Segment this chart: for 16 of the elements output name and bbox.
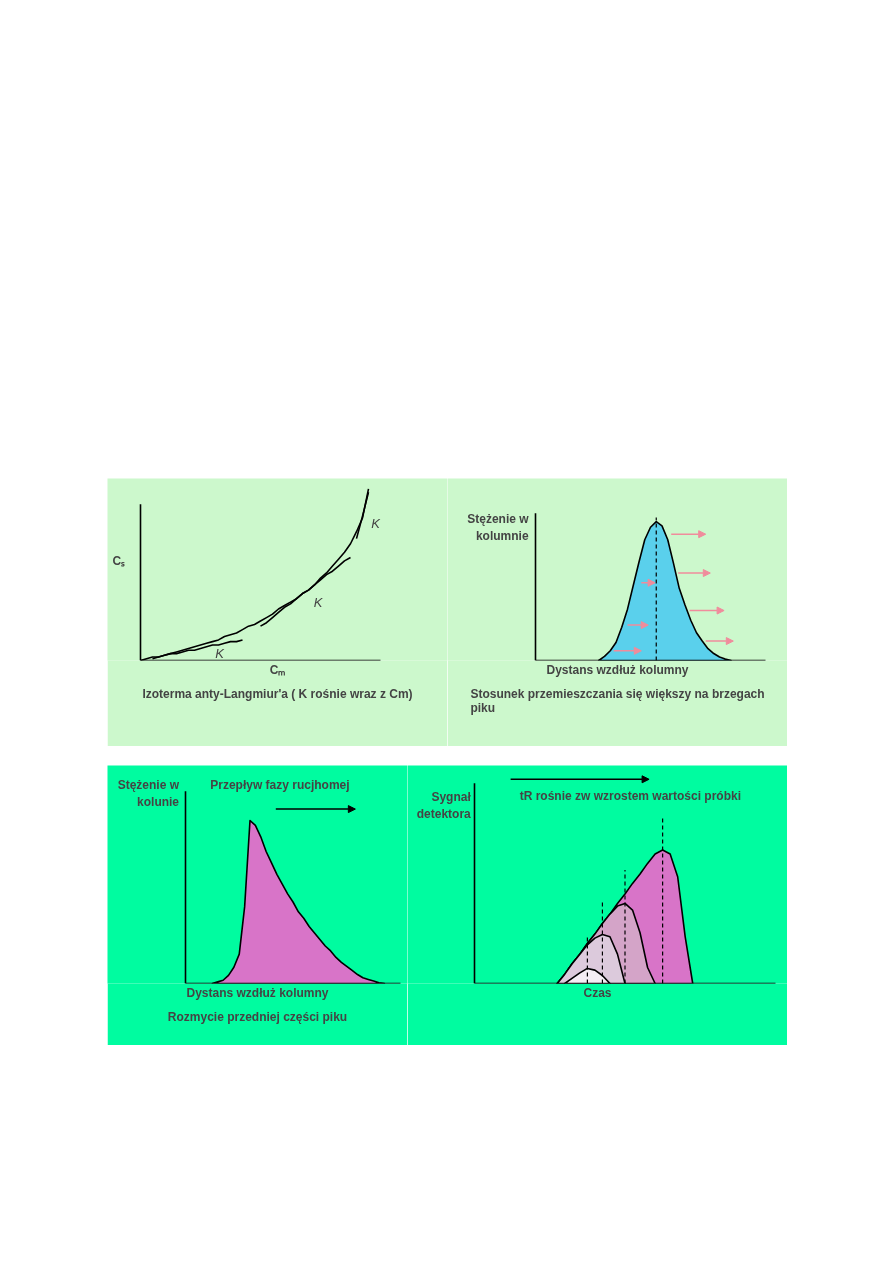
x-axis-title: Cₘ [269,662,286,677]
y-axis-title: Stężenie w kolunie [117,778,180,809]
annotation: K [215,646,226,662]
x-axis-title: Czas [583,985,612,1000]
y-axis-title: Cₛ [112,554,126,569]
y-axis-title: Stężenie w kolumnie [467,511,530,543]
x-axis-title: Dystans wzdłuż kolumny [186,985,329,1000]
chart-title: tR rośnie zw wzrostem wartości próbki [519,788,742,803]
text: Izoterma anty-Langmiur'a ( K rośnie wraz z Cm) [142,686,413,701]
text: Stosunek przemieszczania się większy na brzegach piku [470,686,765,715]
annotation: K [313,594,324,610]
text: Rozmycie przedniej części piku [167,1009,348,1024]
x-axis-title: Dystans wzdłuż kolumny [546,662,689,677]
y-axis-title: Sygnał detektora [416,789,472,821]
annotation: K [371,515,382,531]
chart-title: Przepływ fazy rucjhomej [210,778,350,793]
